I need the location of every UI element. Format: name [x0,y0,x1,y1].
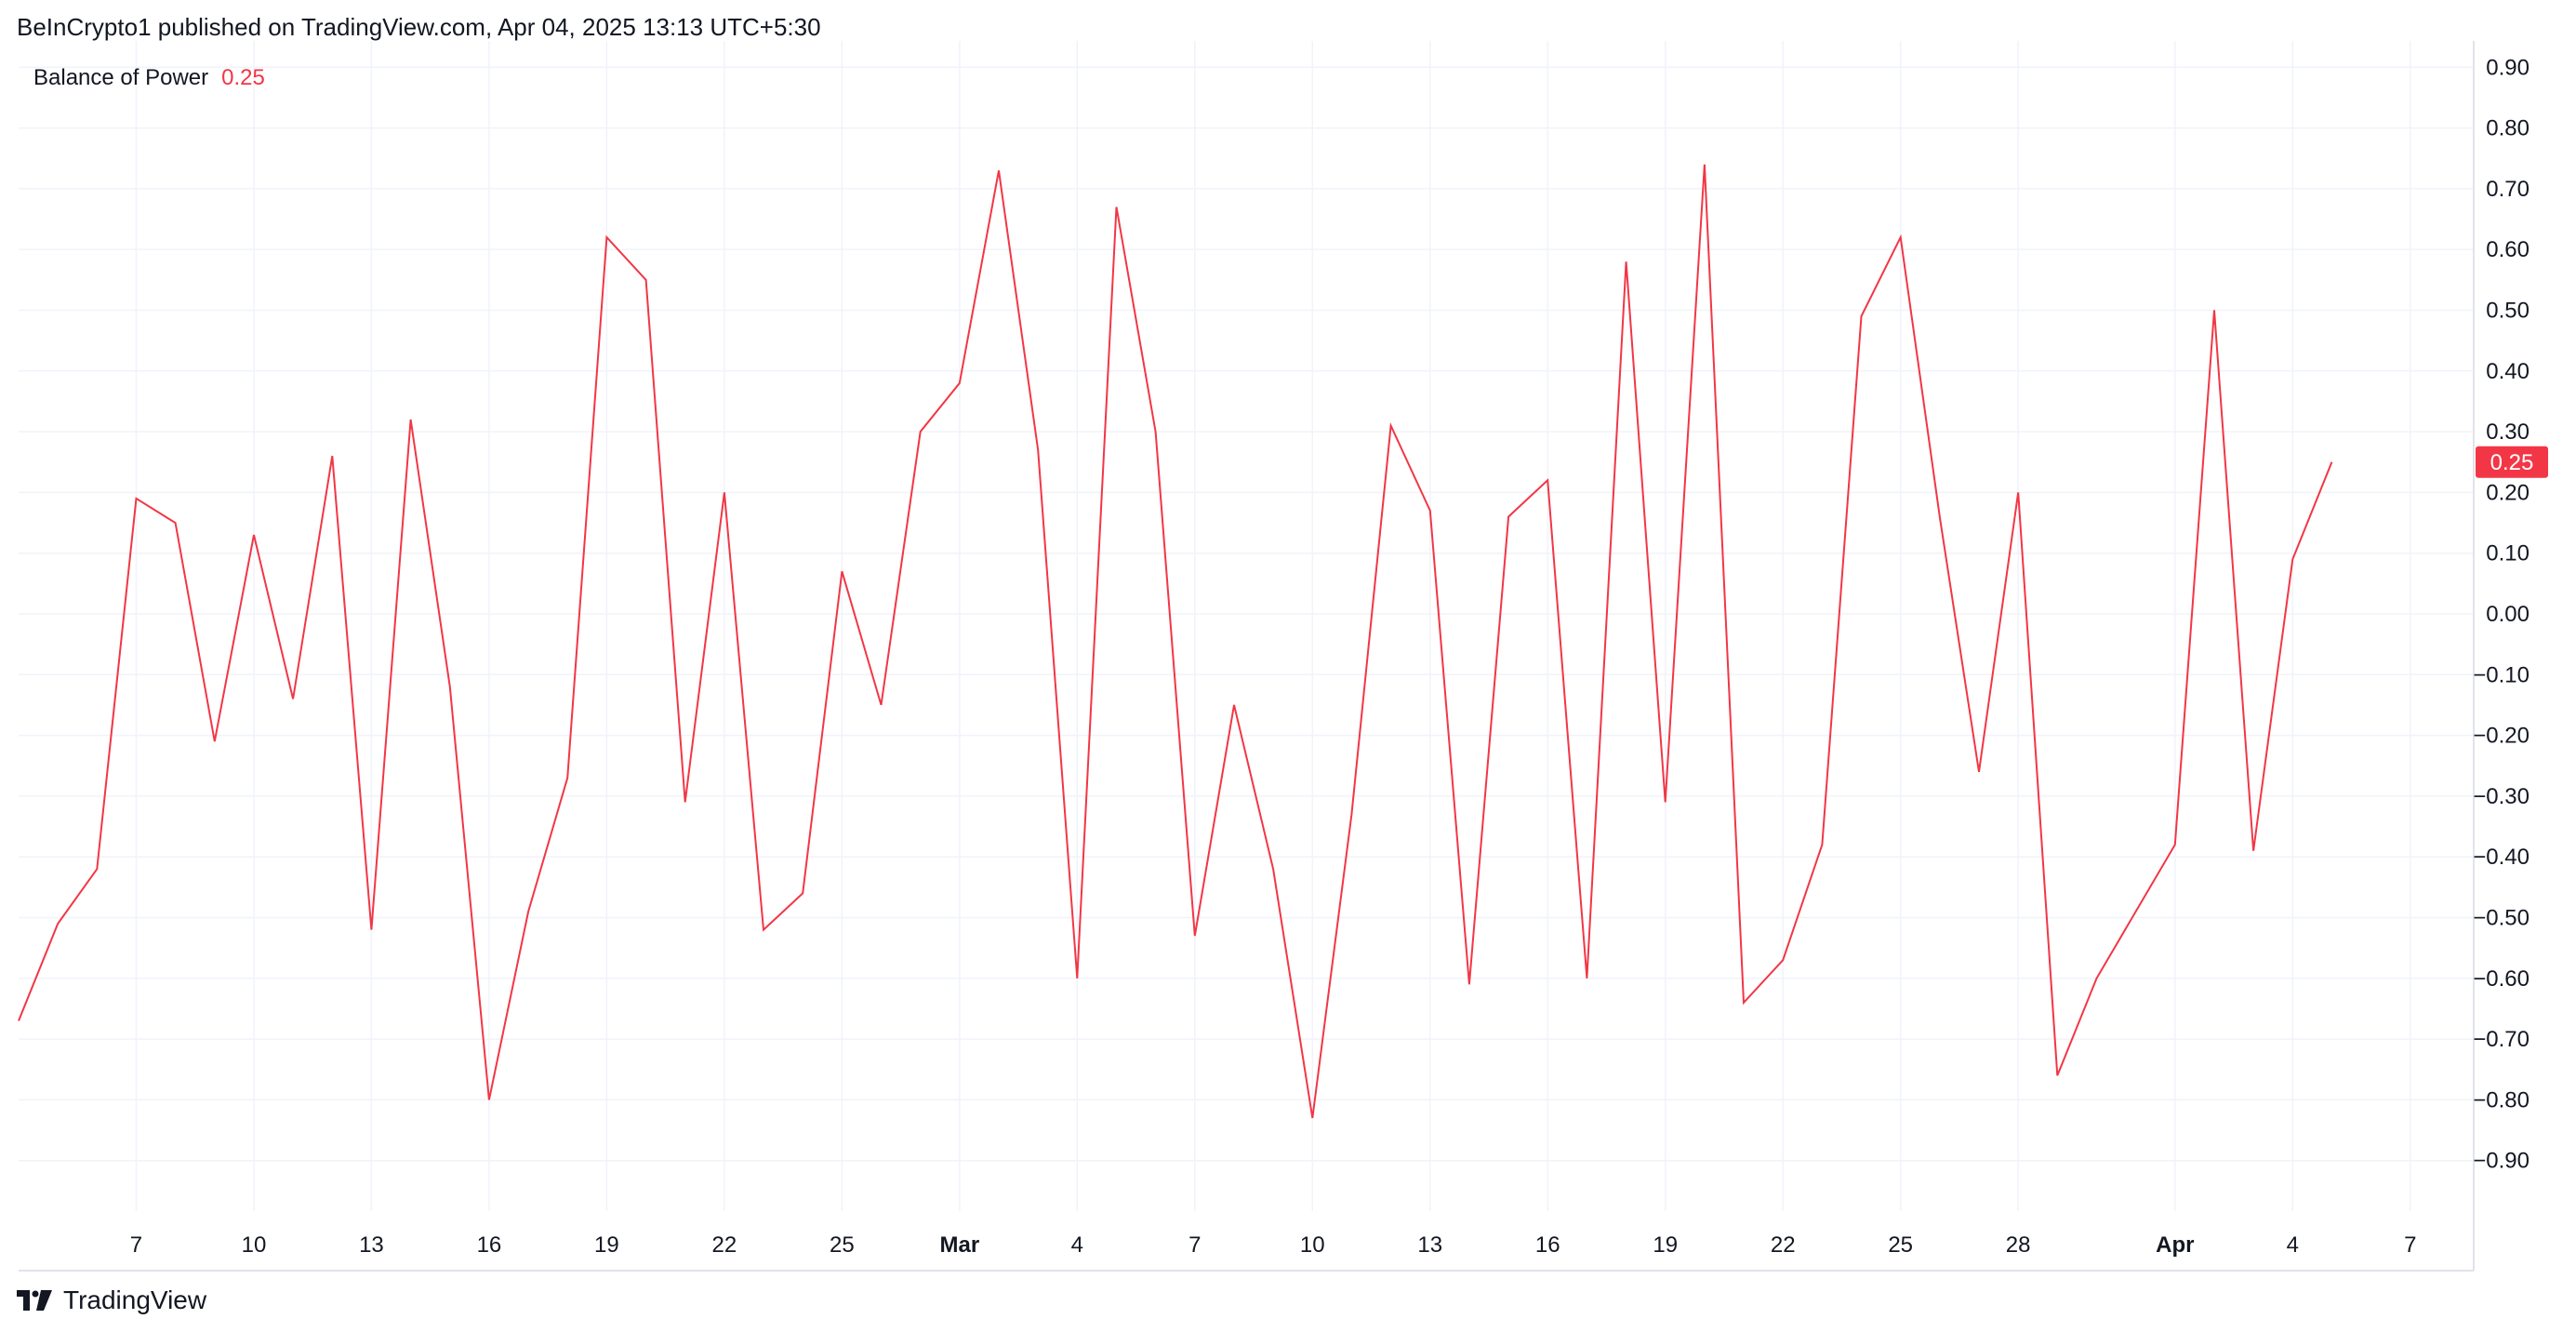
published-info: BeInCrypto1 published on TradingView.com… [17,13,821,41]
x-tick-label: 28 [2006,1232,2031,1258]
footer-branding[interactable]: TradingView [17,1285,206,1315]
x-tick-label: 4 [2287,1232,2299,1258]
grid-lines [19,41,2474,1211]
y-tick-label: 0.80 [2486,116,2530,141]
y-tick-label: −0.40 [2473,845,2530,870]
x-tick-label: 13 [359,1232,384,1258]
y-tick-label: 0.50 [2486,299,2530,324]
y-tick-label: −0.50 [2473,906,2530,931]
x-tick-label: 10 [242,1232,267,1258]
x-tick-label: 19 [1653,1232,1678,1258]
x-tick-label: 16 [1535,1232,1560,1258]
y-axis-ticks: 0.90 0.80 0.70 0.60 0.50 0.40 0.30 0.20 0.10 0.00… [2473,55,2530,1173]
y-tick-label: −0.10 [2473,662,2530,687]
x-tick-label: 7 [1188,1232,1201,1258]
series-balance-of-power [18,164,2333,1119]
legend-indicator-name: Balance of Power [33,65,209,90]
last-value-badge: 0.25 [2476,446,2548,478]
x-tick-label: 25 [1888,1232,1913,1258]
last-value-badge-text: 0.25 [2490,450,2534,475]
y-tick-label: 0.70 [2486,177,2530,202]
x-tick-label: 19 [594,1232,619,1258]
x-tick-label: 25 [830,1232,855,1258]
y-tick-label: 0.60 [2486,237,2530,262]
y-tick-label: 0.20 [2486,480,2530,505]
x-tick-label: 10 [1300,1232,1325,1258]
series-line [18,164,2333,1119]
y-tick-label: −0.70 [2473,1027,2530,1052]
indicator-legend[interactable]: Balance of Power 0.25 [33,65,265,91]
y-tick-label: −0.80 [2473,1087,2530,1112]
y-tick-label: 0.30 [2486,420,2530,445]
y-tick-label: −0.30 [2473,784,2530,809]
x-tick-label: 16 [477,1232,502,1258]
x-tick-label: 7 [2404,1232,2416,1258]
footer-brand-name: TradingView [63,1285,207,1314]
x-tick-label: 22 [1771,1232,1796,1258]
y-tick-label: −0.20 [2473,724,2530,749]
chart-axes [19,41,2475,1272]
y-tick-label: −0.60 [2473,966,2530,992]
y-tick-label: 0.00 [2486,602,2530,627]
y-tick-label: −0.90 [2473,1149,2530,1174]
x-tick-label: 7 [130,1232,142,1258]
x-tick-label: 22 [712,1232,737,1258]
legend-indicator-value: 0.25 [221,65,265,90]
last-value-badge-bg [2476,446,2548,478]
y-tick-label: 0.90 [2486,55,2530,80]
y-tick-label: 0.10 [2486,541,2530,566]
x-tick-label: Apr [2156,1232,2194,1258]
x-tick-label: 4 [1071,1232,1083,1258]
x-tick-label: 13 [1417,1232,1442,1258]
y-tick-label: 0.40 [2486,359,2530,384]
x-axis-ticks: 7 10 13 16 19 22 25 Mar 4 7 10 13 16 19 22 25 28 Apr 4 7 [130,1232,2417,1258]
tradingview-logo-icon [17,1290,52,1311]
x-tick-label: Mar [939,1232,979,1258]
